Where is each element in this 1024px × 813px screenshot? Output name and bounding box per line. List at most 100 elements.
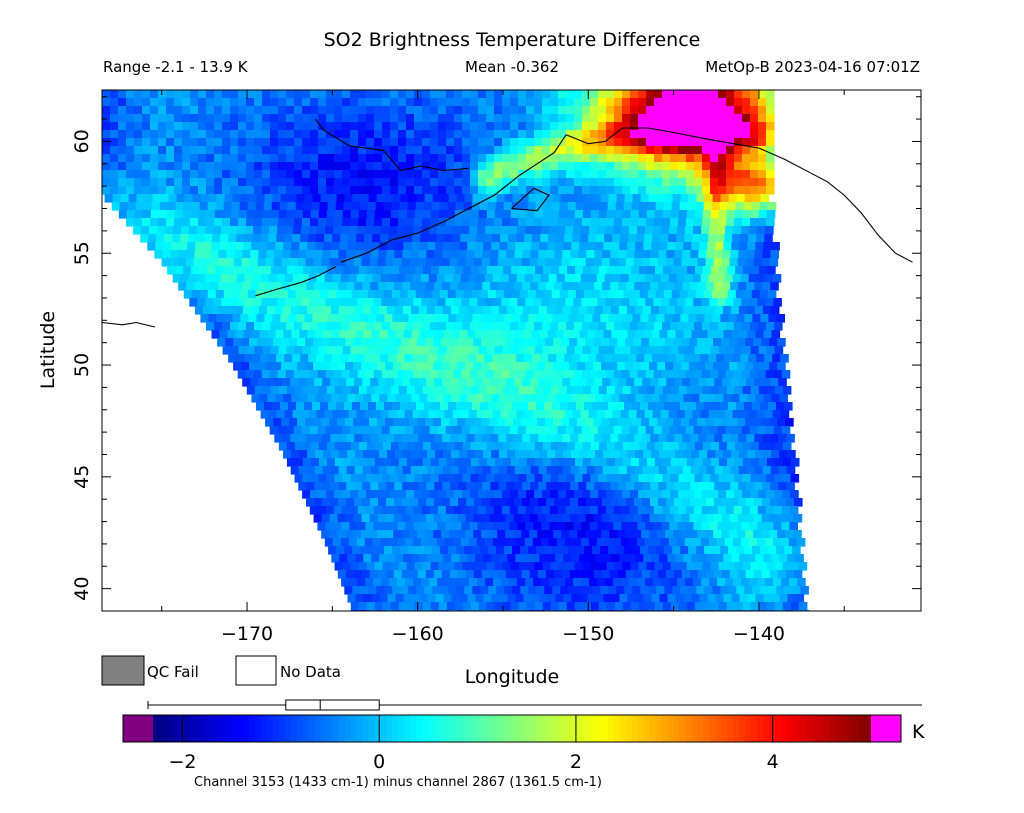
heatmap-cell bbox=[770, 306, 780, 315]
heatmap-cell bbox=[336, 194, 346, 203]
heatmap-cell bbox=[398, 114, 407, 123]
heatmap-cell bbox=[380, 410, 390, 419]
heatmap-cell bbox=[517, 578, 526, 587]
heatmap-cell bbox=[292, 274, 302, 283]
heatmap-cell bbox=[715, 330, 725, 339]
heatmap-cell bbox=[684, 410, 694, 419]
heatmap-cell bbox=[452, 538, 462, 547]
heatmap-cell bbox=[478, 386, 488, 395]
heatmap-cell bbox=[542, 474, 552, 483]
heatmap-cell bbox=[175, 266, 184, 275]
heatmap-cell bbox=[421, 506, 431, 515]
heatmap-cell bbox=[202, 282, 211, 291]
heatmap-cell bbox=[486, 178, 495, 187]
heatmap-cell bbox=[373, 578, 382, 587]
heatmap-cell bbox=[378, 250, 387, 259]
heatmap-cell bbox=[160, 194, 170, 203]
heatmap-cell bbox=[750, 106, 759, 115]
heatmap-cell bbox=[305, 362, 314, 371]
heatmap-cell bbox=[598, 186, 607, 195]
heatmap-cell bbox=[614, 218, 623, 227]
heatmap-cell bbox=[174, 162, 183, 171]
heatmap-cell bbox=[734, 386, 744, 395]
heatmap-cell bbox=[563, 394, 572, 403]
heatmap-cell bbox=[494, 170, 503, 179]
heatmap-cell bbox=[390, 146, 399, 155]
heatmap-cell bbox=[379, 242, 388, 251]
heatmap-cell bbox=[214, 322, 223, 331]
heatmap-cell bbox=[433, 362, 442, 371]
heatmap-cell bbox=[541, 226, 550, 235]
heatmap-cell bbox=[713, 514, 723, 523]
heatmap-cell bbox=[686, 114, 695, 123]
heatmap-cell bbox=[714, 250, 723, 259]
heatmap-cell bbox=[531, 242, 540, 251]
heatmap-cell bbox=[458, 466, 468, 475]
heatmap-cell bbox=[459, 450, 468, 459]
heatmap-cell bbox=[750, 346, 760, 355]
heatmap-cell bbox=[494, 458, 504, 467]
heatmap-cell bbox=[715, 594, 725, 603]
heatmap-cell bbox=[394, 434, 403, 443]
heatmap-cell bbox=[346, 498, 355, 507]
heatmap-cell bbox=[772, 538, 782, 547]
heatmap-cell bbox=[619, 242, 628, 251]
heatmap-cell bbox=[793, 514, 803, 523]
heatmap-cell bbox=[295, 290, 305, 299]
heatmap-cell bbox=[629, 522, 638, 531]
heatmap-cell bbox=[706, 378, 715, 387]
heatmap-cell bbox=[529, 258, 539, 267]
heatmap-cell bbox=[532, 538, 542, 547]
heatmap-cell bbox=[382, 130, 391, 139]
heatmap-cell bbox=[269, 226, 278, 235]
heatmap-cell bbox=[294, 106, 303, 115]
heatmap-cell bbox=[563, 330, 573, 339]
heatmap-cell bbox=[249, 258, 259, 267]
heatmap-cell bbox=[720, 314, 729, 323]
heatmap-cell bbox=[324, 538, 334, 547]
heatmap-cell bbox=[102, 178, 111, 187]
heatmap-cell bbox=[566, 602, 576, 611]
heatmap-cell bbox=[321, 258, 331, 267]
heatmap-cell bbox=[387, 330, 397, 339]
heatmap-cell bbox=[172, 274, 182, 283]
heatmap-cell bbox=[655, 290, 665, 299]
heatmap-cell bbox=[346, 282, 355, 291]
heatmap-cell bbox=[363, 242, 372, 251]
heatmap-cell bbox=[310, 474, 320, 483]
heatmap-cell bbox=[702, 322, 711, 331]
heatmap-cell bbox=[456, 546, 465, 555]
heatmap-cell bbox=[550, 90, 559, 99]
heatmap-cell bbox=[739, 330, 749, 339]
heatmap-cell bbox=[698, 282, 707, 291]
heatmap-cell bbox=[441, 514, 451, 523]
heatmap-cell bbox=[742, 346, 752, 355]
colorbar-segment bbox=[356, 715, 363, 742]
heatmap-cell bbox=[555, 394, 564, 403]
heatmap-cell bbox=[616, 314, 625, 323]
heatmap-cell bbox=[389, 578, 398, 587]
heatmap-cell bbox=[768, 402, 777, 411]
heatmap-cell bbox=[342, 138, 351, 147]
heatmap-cell bbox=[434, 378, 443, 387]
heatmap-cell bbox=[720, 586, 729, 595]
heatmap-cell bbox=[538, 498, 547, 507]
heatmap-cell bbox=[465, 514, 475, 523]
heatmap-cell bbox=[286, 322, 295, 331]
heatmap-cell bbox=[376, 194, 386, 203]
heatmap-cell bbox=[638, 178, 647, 187]
heatmap-cell bbox=[590, 154, 599, 163]
heatmap-cell bbox=[300, 234, 309, 243]
heatmap-cell bbox=[420, 354, 429, 363]
heatmap-cell bbox=[424, 546, 433, 555]
heatmap-cell bbox=[366, 474, 376, 483]
heatmap-cell bbox=[777, 338, 786, 347]
heatmap-cell bbox=[742, 146, 751, 155]
heatmap-cell bbox=[526, 98, 535, 107]
heatmap-cell bbox=[310, 186, 319, 195]
heatmap-cell bbox=[751, 266, 760, 275]
heatmap-cell bbox=[180, 274, 190, 283]
heatmap-cell bbox=[550, 138, 559, 147]
heatmap-cell bbox=[589, 370, 599, 379]
heatmap-cell bbox=[714, 434, 723, 443]
